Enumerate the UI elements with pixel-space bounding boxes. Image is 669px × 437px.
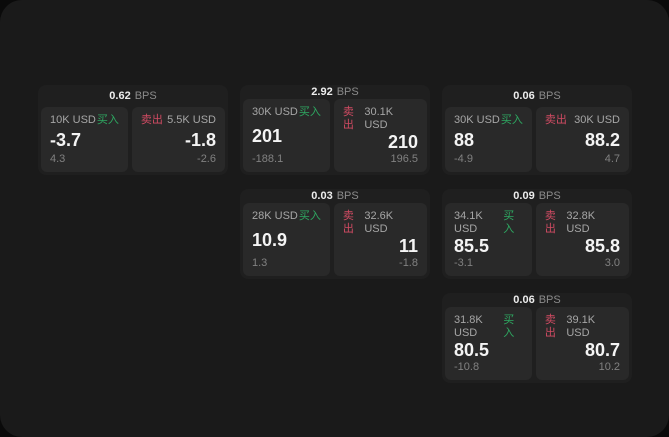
card-body: 30K USD 买入 201 -188.1 卖出 30.1K USD 210 1…: [240, 99, 430, 175]
buy-side-label: 买入: [96, 114, 119, 126]
sell-amount: 39.1K USD: [566, 314, 596, 339]
quote-card: 0.03 BPS 28K USD 买入 10.9 1.3 卖出 32.6K US…: [240, 189, 430, 279]
buy-sub-value: 1.3: [252, 257, 268, 269]
buy-side-label: 买入: [503, 210, 515, 235]
sell-quote-panel[interactable]: 卖出 30.1K USD 210 196.5: [333, 99, 427, 172]
spread-unit: BPS: [336, 86, 359, 98]
buy-sub-value: -3.1: [454, 257, 473, 269]
quote-cards-grid: 0.62 BPS 10K USD 买入 -3.7 4.3 卖出 5.5K USD: [38, 85, 632, 383]
sell-quote-panel[interactable]: 卖出 32.6K USD 11 -1.8: [333, 203, 427, 276]
spread-unit: BPS: [538, 90, 561, 102]
spread-value: 2.92: [311, 86, 333, 98]
buy-price: 10.9: [252, 229, 288, 250]
buy-price: 201: [252, 125, 283, 146]
buy-sub-value: -4.9: [454, 153, 473, 165]
buy-price: -3.7: [50, 129, 82, 150]
quote-card: 0.62 BPS 10K USD 买入 -3.7 4.3 卖出 5.5K USD: [38, 85, 228, 175]
sell-price: 80.7: [584, 340, 620, 360]
sell-amount: 32.6K USD: [364, 210, 394, 235]
buy-amount: 28K USD: [252, 210, 298, 222]
buy-amount: 30K USD: [252, 106, 298, 118]
sell-side-label: 卖出: [342, 210, 354, 235]
spread-unit: BPS: [336, 190, 359, 202]
card-body: 10K USD 买入 -3.7 4.3 卖出 5.5K USD -1.8 -2.…: [38, 107, 228, 175]
buy-sub-value: 4.3: [50, 153, 66, 165]
sell-sub-value: 196.5: [390, 153, 418, 165]
quote-card: 0.06 BPS 31.8K USD 买入 80.5 -10.8 卖出 39.1…: [442, 293, 632, 383]
buy-amount: 10K USD: [50, 114, 96, 126]
sell-side-label: 卖出: [544, 314, 556, 339]
sell-price: 210: [387, 132, 418, 152]
sell-sub-value: 3.0: [604, 257, 620, 269]
sell-price: -1.8: [184, 129, 216, 150]
quote-card: 0.06 BPS 30K USD 买入 88 -4.9 卖出 30K USD: [442, 85, 632, 175]
spread-value: 0.06: [513, 90, 535, 102]
sell-side-label: 卖出: [544, 114, 567, 126]
buy-quote-panel[interactable]: 30K USD 买入 201 -188.1: [243, 99, 330, 172]
buy-side-label: 买入: [298, 106, 321, 118]
spread-value: 0.09: [513, 190, 535, 202]
card-header: 0.06 BPS: [442, 293, 632, 307]
sell-side-label: 卖出: [342, 106, 354, 131]
sell-side-label: 卖出: [544, 210, 556, 235]
buy-sub-value: -10.8: [454, 361, 480, 373]
sell-price: 85.8: [584, 236, 620, 256]
sell-quote-panel[interactable]: 卖出 30K USD 88.2 4.7: [535, 107, 629, 172]
buy-quote-panel[interactable]: 31.8K USD 买入 80.5 -10.8: [445, 307, 532, 380]
buy-quote-panel[interactable]: 34.1K USD 买入 85.5 -3.1: [445, 203, 532, 276]
buy-side-label: 买入: [503, 314, 515, 339]
sell-amount: 32.8K USD: [566, 210, 596, 235]
buy-sub-value: -188.1: [252, 153, 284, 165]
sell-sub-value: 10.2: [598, 361, 620, 373]
card-header: 0.62 BPS: [38, 85, 228, 107]
sell-sub-value: -1.8: [399, 257, 418, 269]
card-body: 31.8K USD 买入 80.5 -10.8 卖出 39.1K USD 80.…: [442, 307, 632, 383]
card-body: 30K USD 买入 88 -4.9 卖出 30K USD 88.2 4.7: [442, 107, 632, 175]
buy-amount: 30K USD: [454, 114, 500, 126]
card-header: 2.92 BPS: [240, 85, 430, 99]
sell-amount: 30.1K USD: [364, 106, 394, 131]
sell-price: 88.2: [584, 129, 620, 150]
spread-unit: BPS: [538, 190, 561, 202]
quote-card: 0.09 BPS 34.1K USD 买入 85.5 -3.1 卖出 32.8K…: [442, 189, 632, 279]
spread-value: 0.62: [109, 90, 131, 102]
buy-side-label: 买入: [298, 210, 321, 222]
buy-side-label: 买入: [500, 114, 523, 126]
sell-quote-panel[interactable]: 卖出 32.8K USD 85.8 3.0: [535, 203, 629, 276]
buy-amount: 31.8K USD: [454, 314, 483, 339]
sell-quote-panel[interactable]: 卖出 5.5K USD -1.8 -2.6: [131, 107, 225, 172]
spread-value: 0.03: [311, 190, 333, 202]
buy-price: 80.5: [454, 340, 490, 360]
sell-amount: 5.5K USD: [167, 114, 216, 126]
spread-unit: BPS: [538, 294, 561, 306]
card-header: 0.03 BPS: [240, 189, 430, 203]
buy-price: 85.5: [454, 236, 490, 256]
buy-price: 88: [454, 129, 475, 150]
buy-quote-panel[interactable]: 10K USD 买入 -3.7 4.3: [41, 107, 128, 172]
buy-quote-panel[interactable]: 30K USD 买入 88 -4.9: [445, 107, 532, 172]
buy-amount: 34.1K USD: [454, 210, 483, 235]
card-body: 28K USD 买入 10.9 1.3 卖出 32.6K USD 11 -1.8: [240, 203, 430, 279]
sell-quote-panel[interactable]: 卖出 39.1K USD 80.7 10.2: [535, 307, 629, 380]
card-body: 34.1K USD 买入 85.5 -3.1 卖出 32.8K USD 85.8…: [442, 203, 632, 279]
sell-amount: 30K USD: [574, 114, 620, 126]
buy-quote-panel[interactable]: 28K USD 买入 10.9 1.3: [243, 203, 330, 276]
quote-card: 2.92 BPS 30K USD 买入 201 -188.1 卖出 30.1K …: [240, 85, 430, 175]
spread-unit: BPS: [134, 90, 157, 102]
card-header: 0.09 BPS: [442, 189, 632, 203]
sell-price: 11: [398, 236, 418, 256]
sell-sub-value: -2.6: [197, 153, 216, 165]
sell-sub-value: 4.7: [604, 153, 620, 165]
card-header: 0.06 BPS: [442, 85, 632, 107]
spread-value: 0.06: [513, 294, 535, 306]
sell-side-label: 卖出: [140, 114, 163, 126]
